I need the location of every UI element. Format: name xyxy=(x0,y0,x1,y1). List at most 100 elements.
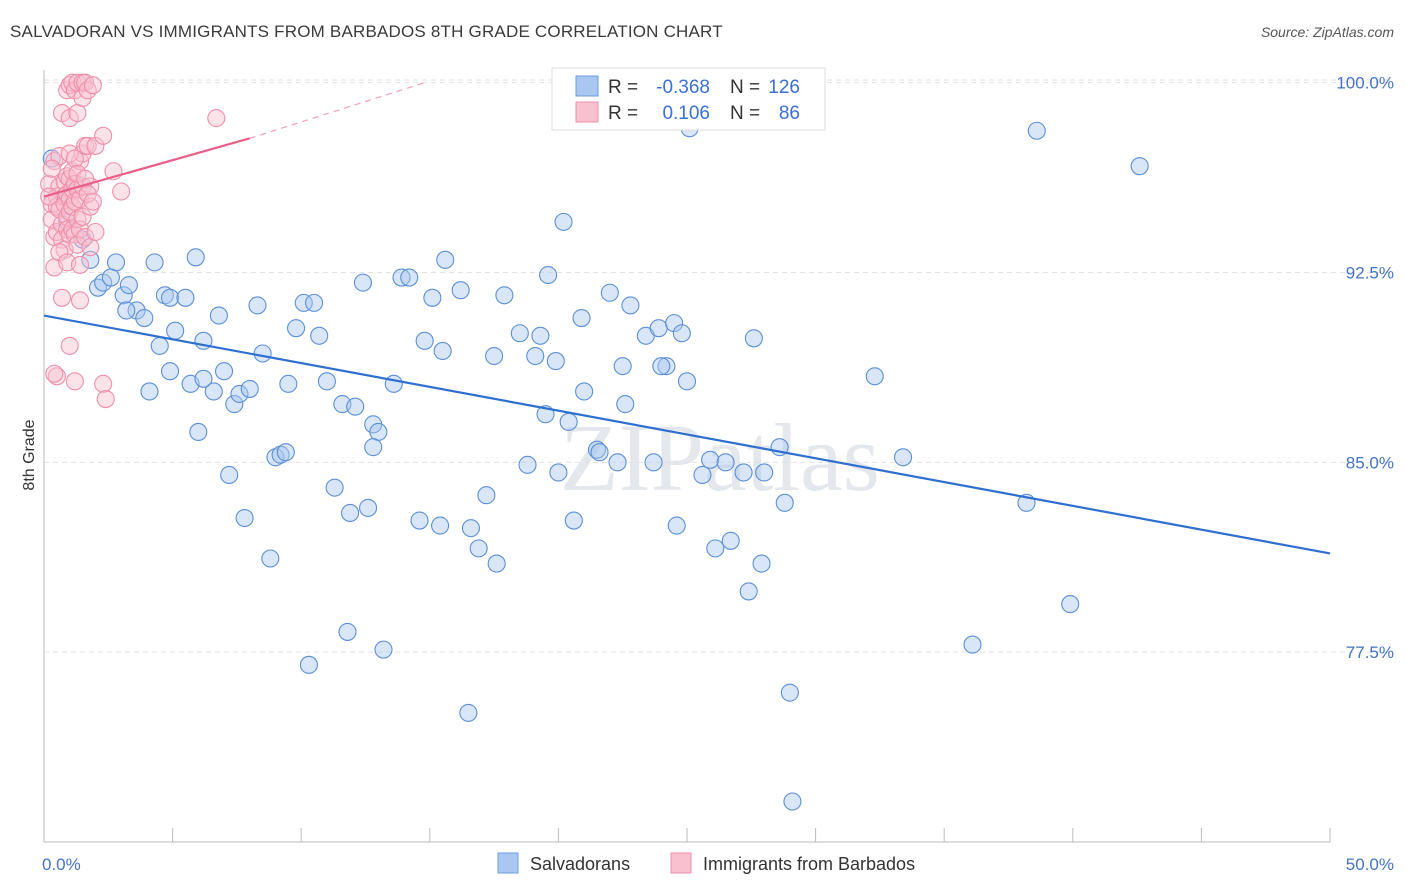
point-salvadorans xyxy=(374,640,393,659)
point-salvadorans xyxy=(194,369,213,388)
point-salvadorans xyxy=(341,503,360,523)
point-barbados xyxy=(60,336,79,355)
point-salvadorans xyxy=(359,498,378,517)
point-salvadorans xyxy=(554,212,573,231)
point-salvadorans xyxy=(305,293,324,312)
point-salvadorans xyxy=(431,516,450,535)
point-salvadorans xyxy=(160,288,180,307)
point-barbados xyxy=(94,126,113,145)
point-salvadorans xyxy=(346,397,365,416)
grid-lines xyxy=(44,79,1390,653)
point-barbados xyxy=(96,389,115,409)
stats-n-value: 126 xyxy=(768,77,800,98)
stats-legend: R = -0.368 N = 126 R = 0.106 N = 86 xyxy=(551,67,826,131)
point-salvadorans xyxy=(150,336,169,355)
source-label: Source: ZipAtlas.com xyxy=(1260,24,1394,40)
point-salvadorans xyxy=(775,493,794,512)
point-salvadorans xyxy=(518,455,537,474)
point-salvadorans xyxy=(539,265,558,285)
point-salvadorans xyxy=(657,357,676,376)
point-salvadorans xyxy=(317,372,336,391)
point-salvadorans xyxy=(744,329,763,348)
point-barbados xyxy=(112,182,131,201)
point-salvadorans xyxy=(572,309,591,328)
legend-swatch-salvadorans xyxy=(497,852,519,874)
point-salvadorans xyxy=(546,352,565,371)
point-barbados xyxy=(81,238,100,257)
point-salvadorans xyxy=(451,281,470,300)
point-salvadorans xyxy=(140,382,159,401)
legend-label-salvadorans: Salvadorans xyxy=(530,854,630,874)
point-barbados xyxy=(60,225,79,244)
stats-n-value: 86 xyxy=(779,103,800,124)
axes xyxy=(43,70,1331,843)
point-salvadorans xyxy=(549,463,568,482)
point-barbados xyxy=(50,243,69,262)
point-salvadorans xyxy=(204,382,223,401)
point-salvadorans xyxy=(487,554,506,573)
point-barbados xyxy=(207,109,226,128)
chart-title: SALVADORAN VS IMMIGRANTS FROM BARBADOS 8… xyxy=(10,22,723,41)
point-salvadorans xyxy=(587,440,607,459)
x-tick-label-max: 50.0% xyxy=(1346,855,1394,874)
trend-lines xyxy=(43,82,1331,555)
stats-r-label: R = xyxy=(608,103,638,124)
point-salvadorans xyxy=(559,412,578,431)
point-barbados xyxy=(86,222,105,242)
point-salvadorans xyxy=(716,453,735,472)
point-salvadorans xyxy=(510,324,529,343)
point-salvadorans xyxy=(706,539,725,558)
point-barbados xyxy=(73,207,92,226)
y-tick-label: 92.5% xyxy=(1346,263,1394,282)
point-salvadorans xyxy=(266,448,285,467)
point-salvadorans xyxy=(783,792,802,811)
stats-n-label: N = xyxy=(730,103,760,124)
point-salvadorans xyxy=(564,511,583,530)
point-salvadorans xyxy=(436,250,455,269)
point-salvadorans xyxy=(364,438,383,457)
point-salvadorans xyxy=(1061,595,1080,614)
stats-r-label: R = xyxy=(608,77,638,98)
point-salvadorans xyxy=(276,443,295,462)
y-tick-labels: 100.0% 92.5% 85.0% 77.5% xyxy=(1336,74,1394,663)
point-salvadorans xyxy=(338,622,357,641)
point-salvadorans xyxy=(575,382,594,401)
legend-label-barbados: Immigrants from Barbados xyxy=(703,854,915,874)
point-salvadorans xyxy=(189,422,208,442)
y-axis-title: 8th Grade xyxy=(21,419,38,490)
x-tick-label-min: 0.0% xyxy=(42,855,81,874)
point-salvadorans xyxy=(114,286,133,305)
point-salvadorans xyxy=(893,448,913,467)
series-legend: Salvadorans Immigrants from Barbados xyxy=(497,852,915,874)
point-salvadorans xyxy=(325,478,344,497)
point-barbados xyxy=(60,144,79,163)
point-barbados xyxy=(52,288,72,307)
point-barbados xyxy=(68,103,87,123)
point-salvadorans xyxy=(649,319,668,338)
stats-swatch-salvadorans xyxy=(575,75,599,97)
point-salvadorans xyxy=(477,486,496,505)
point-salvadorans xyxy=(644,453,663,472)
point-salvadorans xyxy=(701,450,720,469)
point-salvadorans xyxy=(127,301,146,320)
point-salvadorans xyxy=(240,379,259,398)
point-salvadorans xyxy=(353,273,372,292)
point-salvadorans xyxy=(531,326,550,345)
point-salvadorans xyxy=(461,519,481,538)
trend-line-barbados-extension xyxy=(249,82,425,139)
point-salvadorans xyxy=(590,443,609,462)
point-salvadorans xyxy=(400,268,419,287)
point-salvadorans xyxy=(459,703,478,722)
point-salvadorans xyxy=(160,362,180,381)
point-salvadorans xyxy=(176,288,195,307)
point-barbados xyxy=(40,187,59,206)
stats-swatch-barbados xyxy=(575,101,599,123)
point-salvadorans xyxy=(734,463,753,482)
point-salvadorans xyxy=(88,278,108,297)
point-salvadorans xyxy=(963,635,982,654)
point-salvadorans xyxy=(392,268,411,287)
point-salvadorans xyxy=(248,296,267,315)
point-barbados xyxy=(83,76,102,95)
point-salvadorans xyxy=(755,463,774,482)
point-barbados xyxy=(65,149,84,168)
